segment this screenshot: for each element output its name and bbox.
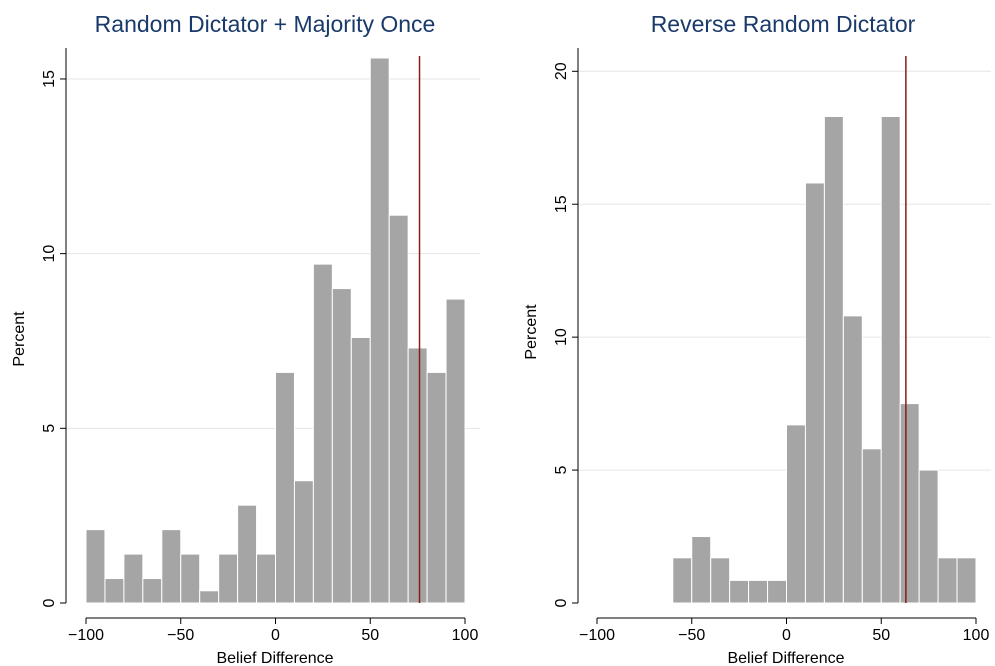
- y-tick-label: 10: [41, 245, 58, 263]
- y-tick-label: 10: [553, 328, 570, 346]
- histogram-bar: [180, 553, 201, 604]
- x-tick-label: −50: [167, 627, 194, 644]
- y-tick-label: 15: [41, 70, 58, 88]
- x-tick-label: 50: [361, 627, 379, 644]
- gridlines: [578, 70, 991, 471]
- histogram-bar: [672, 557, 693, 604]
- histogram-bar: [691, 536, 712, 604]
- histogram-bar: [880, 115, 901, 604]
- histogram-bar: [823, 115, 844, 604]
- histogram-bar: [748, 579, 769, 604]
- y-tick-label: 5: [41, 424, 58, 433]
- histogram-bar: [85, 529, 106, 604]
- chart-title: Random Dictator + Majority Once: [95, 11, 436, 37]
- histogram-bar: [142, 578, 163, 604]
- y-axis-label: Percent: [523, 304, 540, 360]
- x-axis-label: Belief Difference: [727, 650, 844, 666]
- histogram-bar: [842, 315, 863, 604]
- bars: [85, 57, 466, 604]
- x-axis-label: Belief Difference: [216, 650, 333, 666]
- histogram-bar: [729, 579, 750, 604]
- panel-random-dictator-majority-once: Random Dictator + Majority Once Percent …: [11, 11, 480, 666]
- histogram-bar: [918, 469, 939, 604]
- histogram-bar: [786, 424, 806, 604]
- histogram-bar: [218, 553, 239, 604]
- histogram-bar: [256, 553, 276, 604]
- histogram-bar: [407, 347, 428, 604]
- y-tick-label: 0: [553, 598, 570, 607]
- panel-reverse-random-dictator: Reverse Random Dictator Percent Belief D…: [523, 11, 991, 666]
- y-tick-label: 5: [553, 466, 570, 475]
- histogram-bar: [312, 263, 333, 604]
- histogram-bar: [956, 557, 977, 604]
- x-tick-label: 50: [872, 627, 890, 644]
- histogram-bar: [331, 288, 352, 604]
- bars: [672, 115, 977, 604]
- histogram-bar: [104, 578, 125, 604]
- x-tick-label: 100: [452, 627, 479, 644]
- histogram-bar: [123, 553, 144, 604]
- y-tick-label: 20: [553, 62, 570, 80]
- histogram-bar: [899, 403, 920, 604]
- x-tick-label: −50: [678, 627, 705, 644]
- histogram-bar: [237, 504, 258, 604]
- histogram-bar: [861, 448, 882, 604]
- y-tick-label: 15: [553, 195, 570, 213]
- axes: 0 5 10 15 −100 −50 0 50 100: [41, 48, 478, 644]
- chart-title: Reverse Random Dictator: [651, 11, 916, 37]
- histogram-bar: [369, 57, 390, 604]
- histogram-bar: [937, 557, 958, 604]
- y-axis-label: Percent: [11, 311, 28, 367]
- x-tick-label: 100: [963, 627, 990, 644]
- x-tick-label: 0: [782, 627, 791, 644]
- y-tick-label: 0: [41, 598, 58, 607]
- histogram-bar: [426, 371, 447, 604]
- histogram-bar: [767, 579, 787, 604]
- histogram-bar: [161, 529, 182, 604]
- histogram-bar: [350, 336, 371, 604]
- x-tick-label: −100: [579, 627, 615, 644]
- x-tick-label: 0: [271, 627, 280, 644]
- histogram-bar: [710, 557, 731, 604]
- histogram-bar: [388, 214, 409, 604]
- axes: 0 5 10 15 20 −100 −50 0 50 100: [553, 48, 989, 644]
- histogram-bar: [199, 590, 220, 604]
- x-tick-label: −100: [68, 627, 104, 644]
- histogram-bar: [445, 298, 466, 604]
- histogram-bar: [275, 371, 295, 604]
- histogram-bar: [293, 480, 314, 604]
- histogram-bar: [804, 182, 825, 604]
